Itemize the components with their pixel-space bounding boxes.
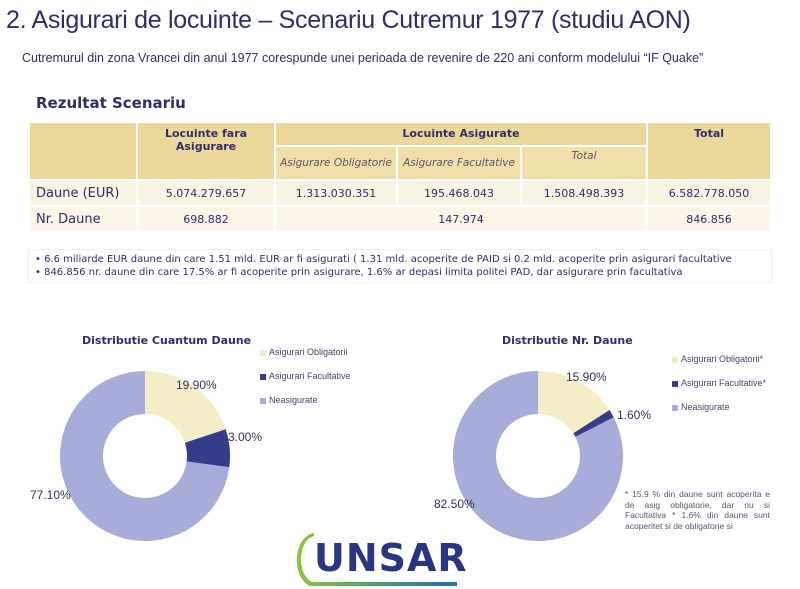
subheader-oblig: Asigurare Obligatorie (276, 147, 396, 179)
chart1-title: Distributie Cuantum Daune (82, 334, 252, 347)
note-item: • 846.856 nr. daune din care 17.5% ar fi… (35, 267, 683, 278)
row-label: Daune (EUR) (30, 181, 136, 205)
chart2-legend: Asigurari Obligatorii* Asigurari Faculta… (672, 354, 766, 426)
slice-facultative (184, 429, 231, 468)
legend-item: Asigurari Obligatorii (260, 347, 351, 371)
row-label: Nr. Daune (30, 207, 136, 231)
slice-facultative (573, 410, 614, 437)
legend-item: Asigurari Obligatorii* (672, 354, 766, 378)
chart1-legend: Asigurari Obligatorii Asigurari Facultat… (260, 347, 351, 419)
chart2-title: Distributie Nr. Daune (502, 334, 633, 347)
label-facultative: 1.60% (617, 408, 652, 422)
label-neasigurate: 77.10% (30, 488, 71, 502)
table-row: Nr. Daune 698.882 147.974 846.856 (30, 207, 770, 231)
legend-item: Asigurari Facultative* (672, 378, 766, 402)
cell: 1.508.498.393 (522, 181, 646, 205)
legend-item: Neasigurate (672, 402, 766, 426)
chart1-doughnut (60, 371, 231, 541)
slice-neasigurate (452, 371, 623, 541)
label-facultative: 3.00% (228, 430, 263, 444)
footnote: * 15.9 % din daune sunt acoperita e de a… (625, 489, 770, 531)
cell: 6.582.778.050 (648, 181, 770, 205)
header-fara: Locuinte fara Asigurare (138, 123, 274, 179)
page-title: 2. Asigurari de locuinte – Scenariu Cutr… (6, 6, 691, 34)
table-row: Daune (EUR) 5.074.279.657 1.313.030.351 … (30, 181, 770, 205)
cell: 846.856 (648, 207, 770, 231)
cell: 1.313.030.351 (276, 181, 396, 205)
slice-obligatorii (538, 371, 610, 434)
section-heading: Rezultat Scenariu (36, 94, 186, 112)
header-group: Locuinte Asigurate (276, 123, 646, 145)
legend-item: Asigurari Facultative (260, 371, 351, 395)
cell: 698.882 (138, 207, 274, 231)
label-obligatorii: 15.90% (566, 370, 607, 384)
slice-neasigurate (60, 371, 230, 541)
cell: 5.074.279.657 (138, 181, 274, 205)
notes-box: • 6.6 miliarde EUR daune din care 1.51 m… (28, 249, 772, 283)
subtitle: Cutremurul din zona Vrancei din anul 197… (22, 51, 704, 65)
header-empty (30, 123, 136, 179)
unsar-logo: UNSAR (292, 530, 467, 589)
label-obligatorii: 19.90% (176, 378, 217, 392)
slice-obligatorii (145, 371, 226, 443)
cell: 195.468.043 (398, 181, 520, 205)
subheader-facult: Asigurare Facultative (398, 147, 520, 179)
cell: 147.974 (276, 207, 646, 231)
note-item: • 6.6 miliarde EUR daune din care 1.51 m… (35, 254, 732, 265)
subheader-total: Total (522, 147, 646, 179)
label-neasigurate: 82.50% (434, 497, 475, 511)
header-total: Total (648, 123, 770, 179)
logo-text: UNSAR (314, 536, 468, 580)
results-table: Locuinte fara Asigurare Locuinte Asigura… (28, 121, 772, 233)
legend-item: Neasigurate (260, 395, 351, 419)
chart2-doughnut (452, 371, 623, 541)
